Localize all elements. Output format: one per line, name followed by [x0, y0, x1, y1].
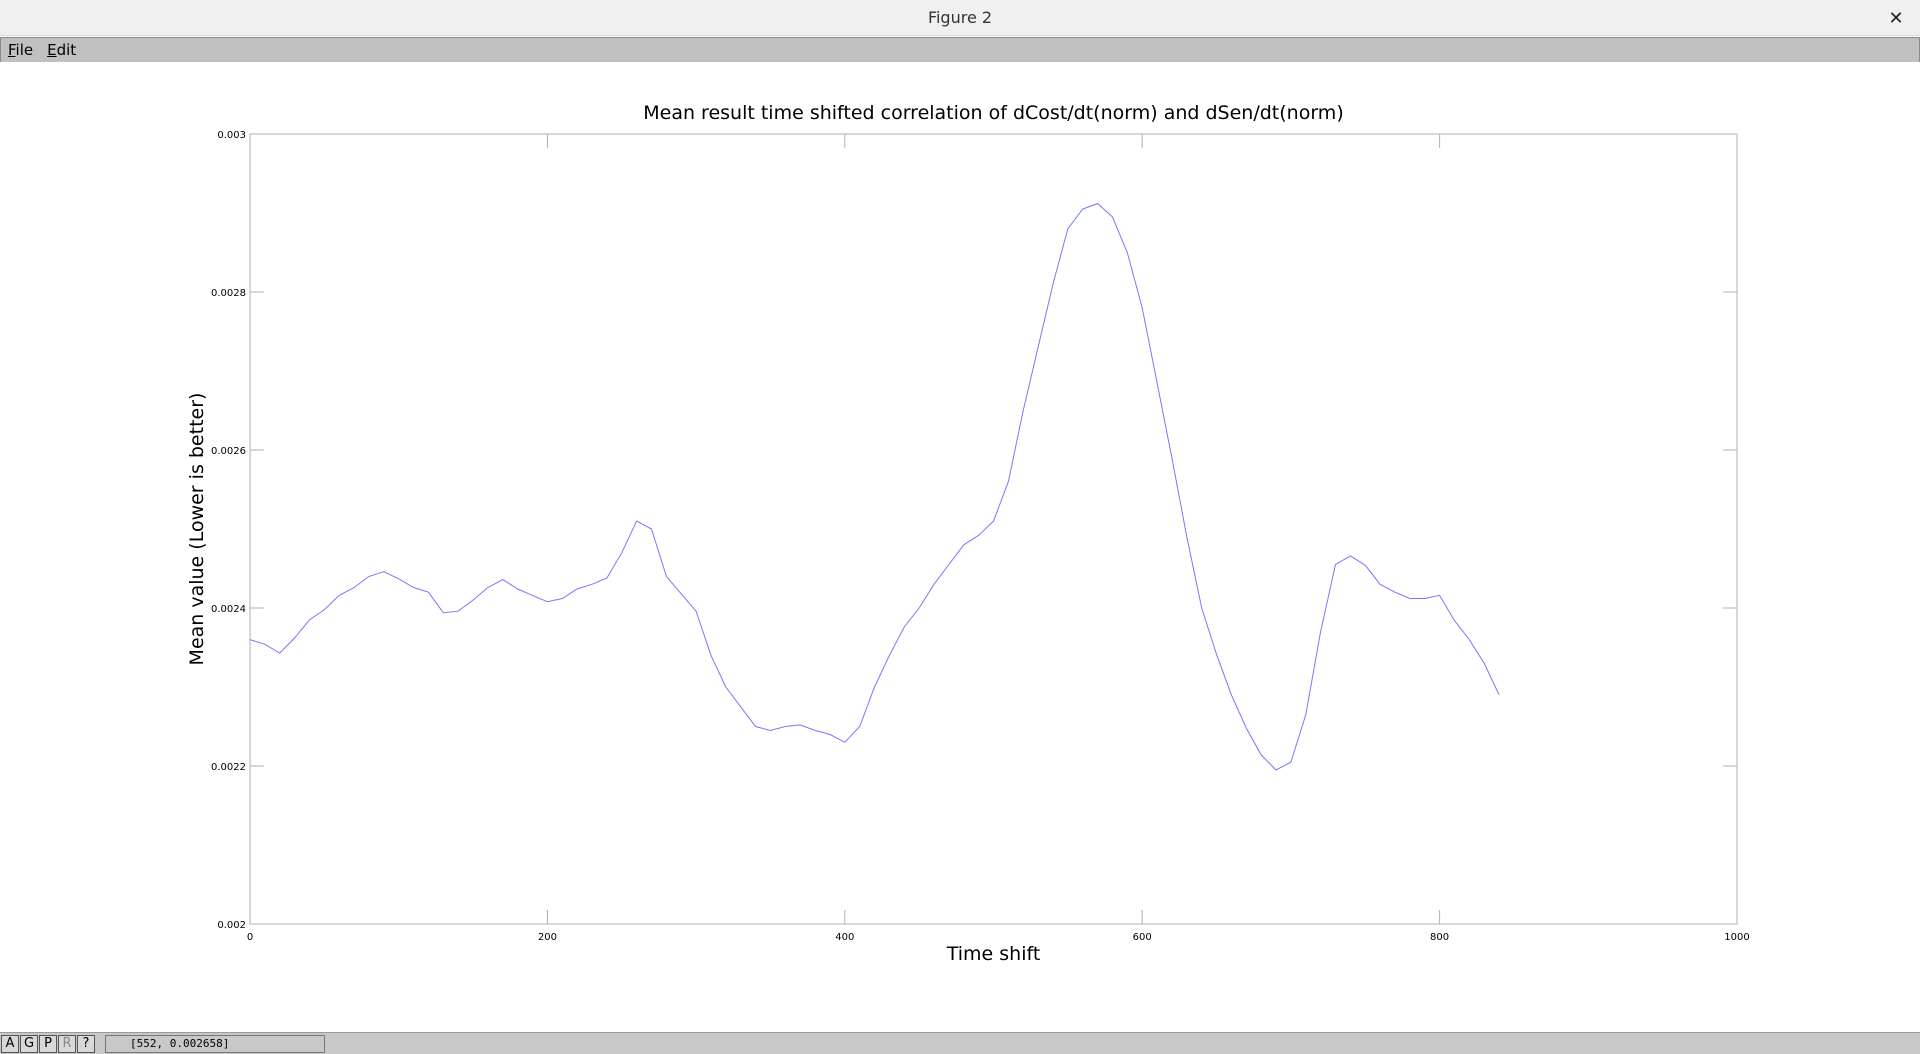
y-tick-label: 0.002 — [217, 920, 246, 931]
y-tick-label: 0.003 — [217, 130, 246, 141]
menu-file-label: ile — [15, 41, 34, 59]
menu-edit[interactable]: Edit — [40, 41, 83, 59]
menubar: File Edit — [0, 37, 1920, 63]
menu-edit-label: dit — [56, 41, 77, 59]
x-tick-label: 1000 — [1724, 932, 1749, 943]
menu-file-accel: F — [8, 41, 16, 59]
menu-edit-accel: E — [47, 41, 57, 59]
y-tick-label: 0.0024 — [211, 604, 246, 615]
statusbar: A G P R ? [552, 0.002658] — [0, 1032, 1920, 1054]
y-tick-label: 0.0022 — [211, 762, 246, 773]
chart[interactable]: 0 200 400 600 800 1000 0.002 0.0022 0.0024 0.0026… — [0, 62, 1920, 1032]
ticks — [249, 133, 1738, 925]
x-tick-label: 400 — [835, 932, 854, 943]
tick-labels: 0 200 400 600 800 1000 0.002 0.0022 0.0024 0.0026… — [211, 130, 1750, 943]
chart-title: Mean result time shifted correlation of … — [643, 102, 1343, 124]
y-tick-label: 0.0026 — [211, 446, 246, 457]
x-tick-label: 600 — [1133, 932, 1152, 943]
menu-file[interactable]: File — [1, 41, 40, 59]
x-tick-label: 800 — [1430, 932, 1449, 943]
y-axis-label: Mean value (Lower is better) — [186, 393, 208, 666]
x-tick-label: 0 — [247, 932, 253, 943]
window-titlebar: Figure 2 ✕ — [0, 0, 1920, 36]
toolbar-button-r: R — [58, 1034, 76, 1053]
axes-box — [249, 133, 1738, 925]
toolbar-button-a[interactable]: A — [1, 1034, 19, 1053]
close-icon[interactable]: ✕ — [1888, 7, 1904, 29]
toolbar-button-g[interactable]: G — [20, 1034, 38, 1053]
y-tick-label: 0.0028 — [211, 288, 246, 299]
coordinate-readout: [552, 0.002658] — [105, 1034, 325, 1053]
window-title: Figure 2 — [927, 8, 993, 27]
toolbar-button-help[interactable]: ? — [77, 1034, 95, 1053]
toolbar-button-p[interactable]: P — [39, 1034, 57, 1053]
series-line — [249, 202, 1500, 771]
plot-area[interactable]: 0 200 400 600 800 1000 0.002 0.0022 0.0024 0.0026… — [0, 62, 1920, 1032]
x-axis-label: Time shift — [946, 943, 1041, 965]
x-tick-label: 200 — [538, 932, 557, 943]
